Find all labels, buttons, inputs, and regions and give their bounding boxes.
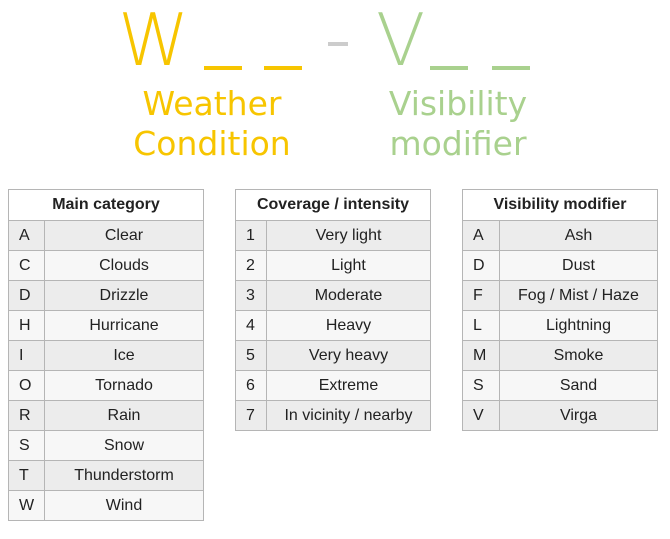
label-cell: Virga [499, 400, 658, 431]
table-row: 6 Extreme [235, 370, 431, 401]
label-cell: Sand [499, 370, 658, 401]
label-cell: Wind [44, 490, 204, 521]
label-cell: Ash [499, 220, 658, 251]
table-row: H Hurricane [8, 310, 204, 341]
code-cell: S [8, 430, 45, 461]
weather-caption-line-2: Condition [133, 124, 291, 163]
table-row: I Ice [8, 340, 204, 371]
table-row: 2 Light [235, 250, 431, 281]
code-cell: 5 [235, 340, 267, 371]
table-row: R Rain [8, 400, 204, 431]
table-row: T Thunderstorm [8, 460, 204, 491]
coverage-intensity-header: Coverage / intensity [235, 189, 431, 221]
label-cell: Tornado [44, 370, 204, 401]
table-row: 3 Moderate [235, 280, 431, 311]
code-cell: 6 [235, 370, 267, 401]
table-row: 5 Very heavy [235, 340, 431, 371]
visibility-code-slot-2 [492, 66, 530, 70]
label-cell: Very light [266, 220, 431, 251]
table-row: 4 Heavy [235, 310, 431, 341]
code-cell: T [8, 460, 45, 491]
table-row: V Virga [462, 400, 658, 431]
code-cell: 1 [235, 220, 267, 251]
label-cell: Ice [44, 340, 204, 371]
code-cell: H [8, 310, 45, 341]
main-category-header: Main category [8, 189, 204, 221]
code-separator-dash [328, 42, 348, 46]
table-row: A Ash [462, 220, 658, 251]
label-cell: Very heavy [266, 340, 431, 371]
label-cell: Lightning [499, 310, 658, 341]
code-cell: R [8, 400, 45, 431]
label-cell: Snow [44, 430, 204, 461]
label-cell: Fog / Mist / Haze [499, 280, 658, 311]
coverage-intensity-table: Coverage / intensity 1 Very light 2 Light 3 M… [235, 189, 431, 431]
table-row: W Wind [8, 490, 204, 521]
table-row: M Smoke [462, 340, 658, 371]
label-cell: Hurricane [44, 310, 204, 341]
code-cell: S [462, 370, 500, 401]
visibility-caption-line-1: Visibility [388, 84, 528, 123]
code-cell: D [8, 280, 45, 311]
weather-caption-line-1: Weather [142, 84, 282, 123]
visibility-modifier-table: Visibility modifier A Ash D Dust F Fog / Mist… [462, 189, 658, 431]
table-row: 7 In vicinity / nearby [235, 400, 431, 431]
label-cell: Thunderstorm [44, 460, 204, 491]
code-cell: D [462, 250, 500, 281]
code-cell: 2 [235, 250, 267, 281]
code-cell: V [462, 400, 500, 431]
table-row: 1 Very light [235, 220, 431, 251]
table-row: A Clear [8, 220, 204, 251]
label-cell: Moderate [266, 280, 431, 311]
code-cell: 7 [235, 400, 267, 431]
table-row: D Dust [462, 250, 658, 281]
table-row: S Sand [462, 370, 658, 401]
main-category-table: Main category A Clear C Clouds D Drizzle H Hurr… [8, 189, 204, 521]
weather-code-slot-1 [204, 66, 242, 70]
code-cell: 3 [235, 280, 267, 311]
code-cell: F [462, 280, 500, 311]
label-cell: Clouds [44, 250, 204, 281]
code-cell: M [462, 340, 500, 371]
table-row: O Tornado [8, 370, 204, 401]
label-cell: Smoke [499, 340, 658, 371]
visibility-modifier-caption: Visibility modifier [368, 84, 548, 164]
table-row: S Snow [8, 430, 204, 461]
code-cell: A [8, 220, 45, 251]
code-cell: W [8, 490, 45, 521]
weather-condition-caption: Weather Condition [112, 84, 312, 164]
visibility-code-slot-1 [430, 66, 468, 70]
table-row: L Lightning [462, 310, 658, 341]
visibility-code-letter: V [376, 0, 426, 82]
label-cell: Heavy [266, 310, 431, 341]
code-cell: L [462, 310, 500, 341]
code-cell: 4 [235, 310, 267, 341]
weather-code-letter: W [118, 0, 190, 82]
visibility-caption-line-2: modifier [389, 124, 527, 163]
code-cell: C [8, 250, 45, 281]
visibility-modifier-header: Visibility modifier [462, 189, 658, 221]
label-cell: Drizzle [44, 280, 204, 311]
weather-code-slot-2 [264, 66, 302, 70]
label-cell: Extreme [266, 370, 431, 401]
label-cell: In vicinity / nearby [266, 400, 431, 431]
label-cell: Dust [499, 250, 658, 281]
code-cell: I [8, 340, 45, 371]
code-cell: A [462, 220, 500, 251]
table-row: C Clouds [8, 250, 204, 281]
table-row: F Fog / Mist / Haze [462, 280, 658, 311]
table-row: D Drizzle [8, 280, 204, 311]
label-cell: Clear [44, 220, 204, 251]
label-cell: Light [266, 250, 431, 281]
label-cell: Rain [44, 400, 204, 431]
code-cell: O [8, 370, 45, 401]
